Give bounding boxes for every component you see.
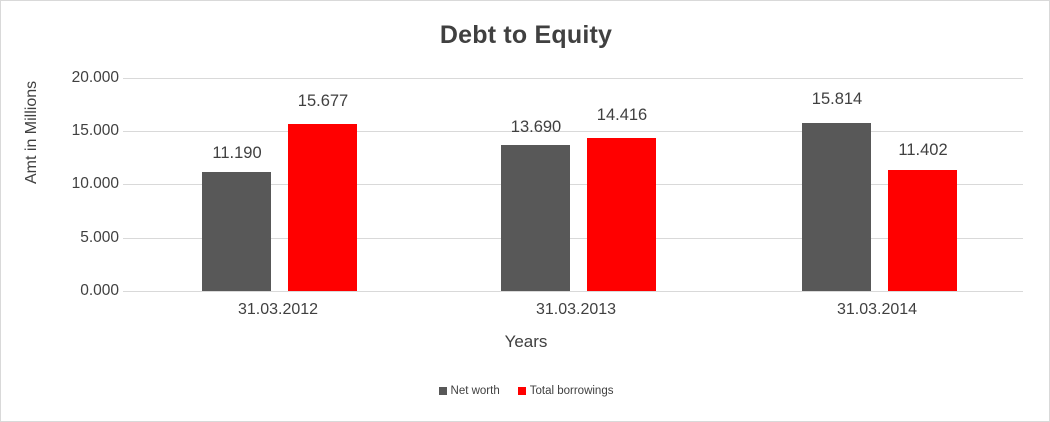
- bar-value-label: 14.416: [596, 106, 648, 124]
- plot-area: [129, 78, 1023, 292]
- bar-net-worth[interactable]: [202, 171, 271, 291]
- chart-title: Debt to Equity: [439, 21, 613, 49]
- bar-total-borrowings[interactable]: [888, 169, 957, 291]
- gridline: [129, 238, 1023, 239]
- bar-value-label: 11.402: [898, 141, 948, 159]
- y-tick-mark: [123, 291, 129, 292]
- y-tick-label: 10.000: [71, 175, 119, 192]
- bar-net-worth[interactable]: [501, 145, 570, 291]
- x-tick-label: 31.03.2013: [535, 301, 617, 318]
- bar-value-label: 13.690: [510, 118, 562, 136]
- chart-legend: Net worth Total borrowings: [1, 385, 1049, 397]
- y-tick-label: 15.000: [71, 122, 119, 139]
- gridline: [129, 131, 1023, 132]
- x-axis-title: Years: [504, 332, 548, 351]
- y-axis: 20.000 15.000 10.000 5.000 0.000: [1, 1, 129, 421]
- x-tick-label: 31.03.2012: [237, 301, 319, 318]
- y-tick-mark: [123, 131, 129, 132]
- y-tick-label: 5.000: [80, 229, 119, 246]
- bar-value-label: 15.677: [297, 92, 349, 110]
- legend-item-net-worth[interactable]: Net worth: [438, 385, 500, 397]
- gridline: [129, 184, 1023, 185]
- bar-value-label: 11.190: [212, 144, 262, 162]
- y-tick-mark: [123, 184, 129, 185]
- y-tick-label: 20.000: [71, 69, 119, 86]
- bar-total-borrowings[interactable]: [587, 137, 656, 291]
- legend-label: Total borrowings: [529, 385, 614, 397]
- legend-swatch-icon: [517, 387, 526, 395]
- bar-value-label: 15.814: [811, 90, 863, 108]
- legend-label: Net worth: [450, 385, 500, 397]
- y-tick-mark: [123, 78, 129, 79]
- gridline: [129, 291, 1023, 292]
- bar-net-worth[interactable]: [802, 122, 871, 291]
- bar-total-borrowings[interactable]: [288, 124, 357, 291]
- y-axis-title: Amt in Millions: [23, 80, 40, 184]
- legend-swatch-icon: [438, 387, 447, 395]
- y-tick-mark: [123, 238, 129, 239]
- gridline: [129, 78, 1023, 79]
- legend-item-total-borrowings[interactable]: Total borrowings: [517, 385, 614, 397]
- x-tick-label: 31.03.2014: [836, 301, 918, 318]
- y-tick-label: 0.000: [80, 282, 119, 299]
